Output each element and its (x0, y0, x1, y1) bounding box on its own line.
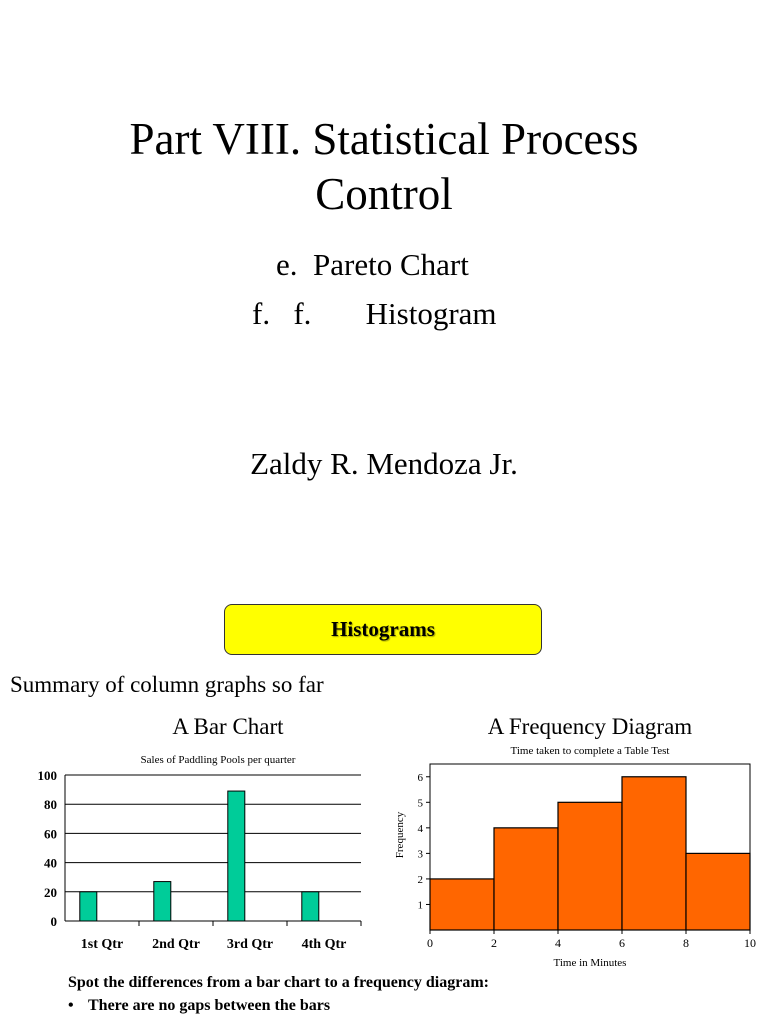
frequency-diagram-bar (621, 776, 687, 931)
bar-chart-bar (153, 881, 172, 922)
frequency-diagram-y-tick-label: 3 (418, 848, 424, 860)
frequency-diagram: Time taken to complete a Table Test 1 2 3 4… (394, 745, 756, 969)
frequency-diagram-y-tick-label: 5 (418, 797, 424, 809)
subtitle-histogram: f. f. Histogram (252, 296, 497, 331)
frequency-diagram-x-tick-label: 4 (555, 936, 561, 950)
frequency-diagram-x-tick-label: 8 (683, 936, 689, 950)
frequency-diagram-bar (429, 878, 495, 931)
frequency-diagram-y-tick-label: 2 (418, 874, 424, 886)
frequency-diagram-y-tick-label: 6 (418, 772, 424, 784)
frequency-diagram-x-label: Time in Minutes (554, 957, 627, 969)
bar-chart-bar (79, 891, 98, 922)
notes-bullet-item: • There are no gaps between the bars (68, 994, 489, 1017)
notes-bullet-text: There are no gaps between the bars (88, 997, 331, 1014)
frequency-diagram-x-tick-label: 2 (491, 936, 497, 950)
bar-chart-y-tick-label: 0 (51, 914, 58, 929)
bar-chart-heading: A Bar Chart (172, 714, 284, 739)
frequency-diagram-x-tick-label: 10 (744, 936, 756, 950)
bar-chart-y-tick-label: 40 (44, 856, 57, 871)
bar-chart-bar (227, 790, 246, 922)
frequency-diagram-x-tick-label: 0 (427, 936, 433, 950)
summary-text: Summary of column graphs so far (10, 672, 324, 697)
bar-chart-x-tick-label: 1st Qtr (81, 937, 123, 952)
bar-chart: Sales of Paddling Pools per quarter 0 20 4… (38, 754, 362, 952)
frequency-diagram-y-tick-label: 1 (418, 899, 424, 911)
bar-chart-y-tick-label: 20 (44, 885, 57, 900)
slide-title-line-2: Control (315, 169, 453, 219)
frequency-diagram-title: Time taken to complete a Table Test (511, 745, 670, 757)
histograms-banner: Histograms (224, 604, 542, 655)
bar-chart-y-tick-label: 60 (44, 826, 57, 841)
frequency-diagram-heading: A Frequency Diagram (487, 714, 693, 739)
bar-chart-title: Sales of Paddling Pools per quarter (141, 754, 296, 766)
bullet-icon: • (68, 997, 74, 1014)
author-name: Zaldy R. Mendoza Jr. (250, 446, 518, 481)
frequency-diagram-bar (557, 801, 623, 931)
bar-chart-y-tick-label: 80 (44, 797, 57, 812)
frequency-diagram-y-tick-label: 4 (418, 823, 424, 835)
bar-chart-x-tick-label: 2nd Qtr (152, 937, 200, 952)
frequency-diagram-frame (429, 763, 751, 931)
bar-chart-x-tick-label: 4th Qtr (302, 937, 347, 952)
slide-title: Part VIII. Statistical Process Control (0, 112, 768, 222)
bar-chart-bar (301, 891, 320, 922)
frequency-diagram-x-tick-label: 6 (619, 936, 625, 950)
frequency-diagram-y-label: Frequency (394, 811, 406, 858)
slide-title-line-1: Part VIII. Statistical Process (129, 114, 639, 164)
subtitle-pareto-chart: e. Pareto Chart (276, 247, 469, 282)
frequency-diagram-bar (685, 852, 751, 931)
notes-intro: Spot the differences from a bar chart to… (68, 974, 489, 991)
notes: Spot the differences from a bar chart to… (68, 971, 489, 1017)
frequency-diagram-bar (493, 827, 559, 931)
bar-chart-y-tick-label: 100 (38, 768, 58, 783)
bar-chart-x-tick-label: 3rd Qtr (227, 937, 273, 952)
